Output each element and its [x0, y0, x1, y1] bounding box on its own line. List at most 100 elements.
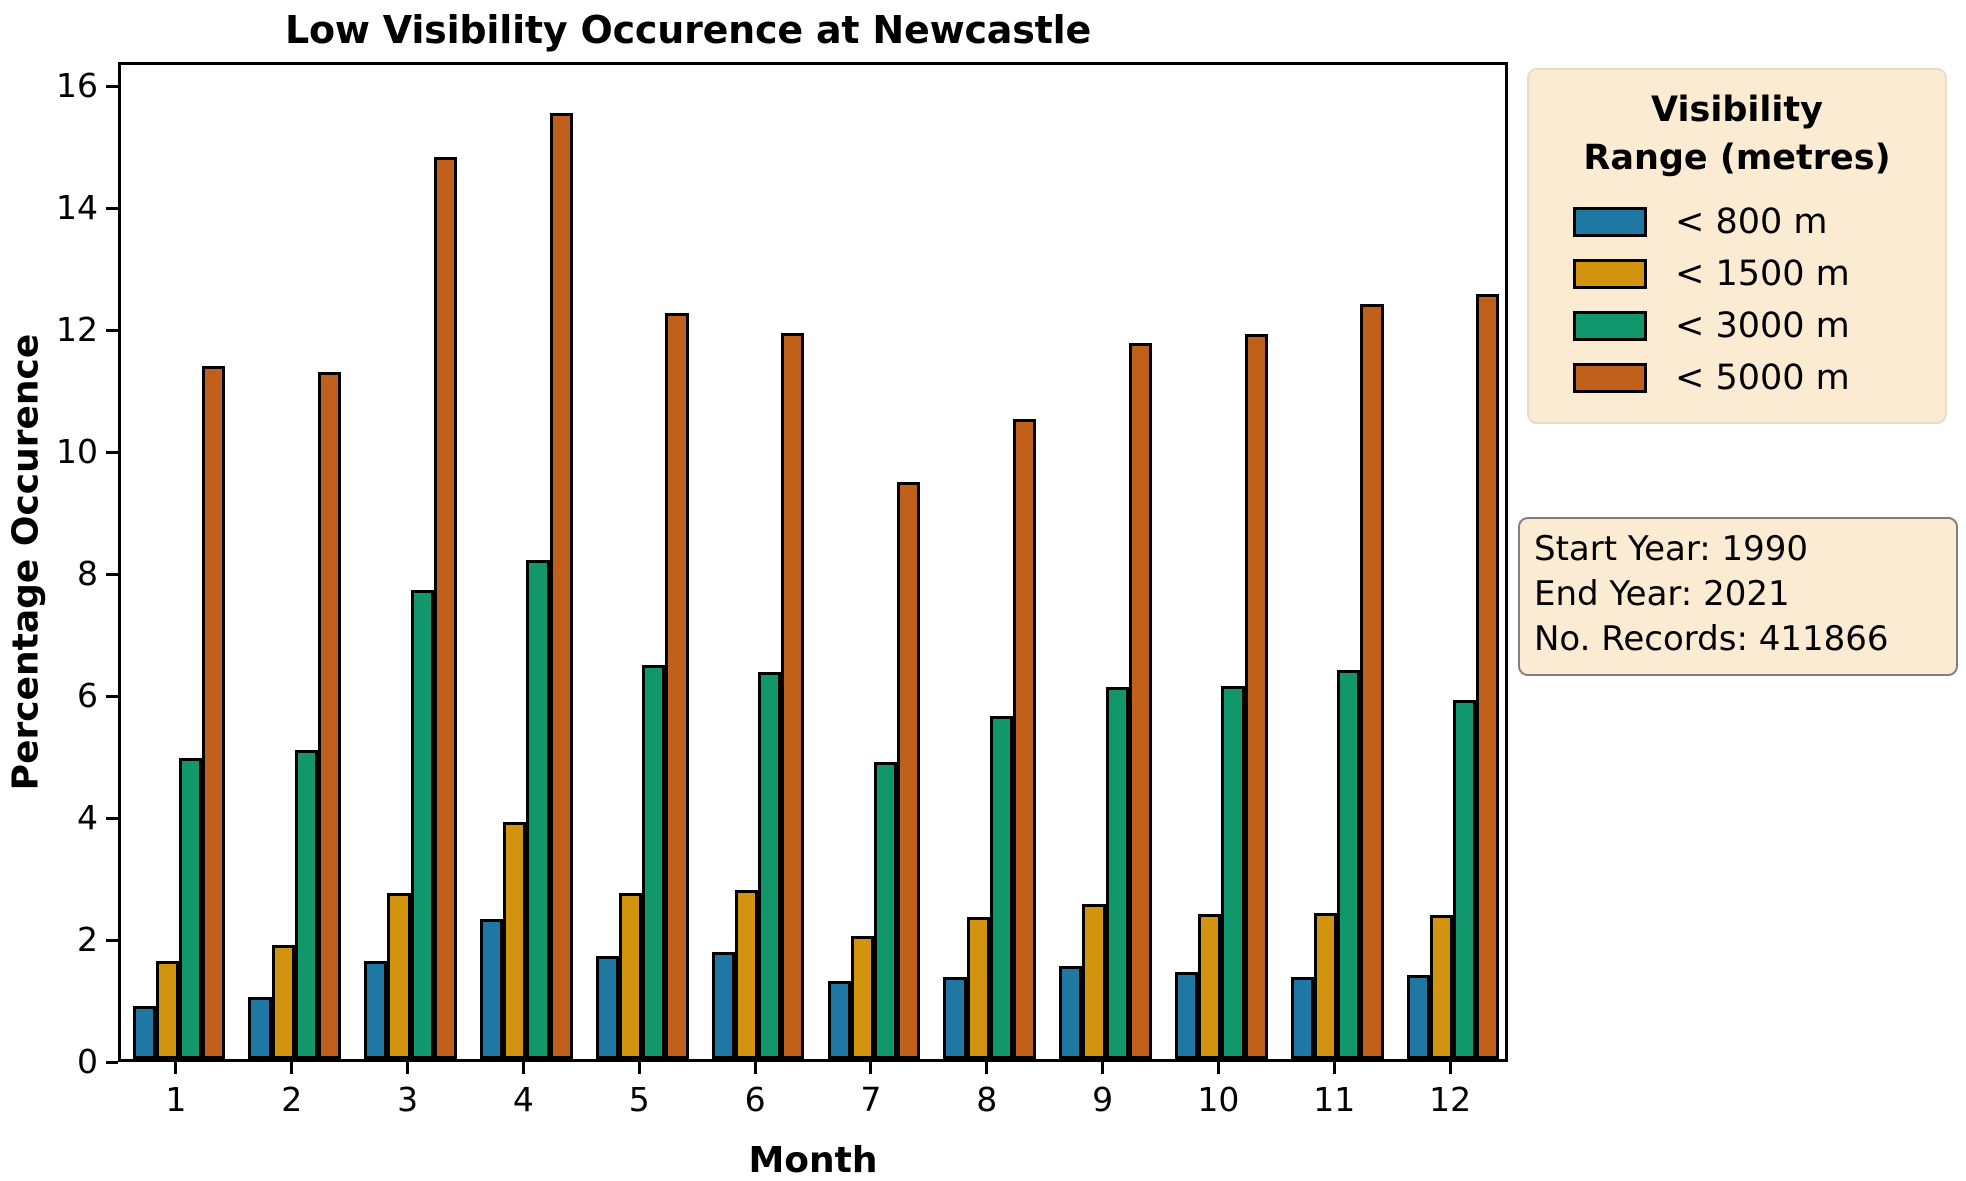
end-year-text: End Year: 2021	[1534, 574, 1790, 614]
bar	[1360, 304, 1384, 1059]
bar	[387, 893, 411, 1059]
bar	[202, 366, 226, 1059]
y-tick-label: 2	[77, 920, 98, 960]
bar	[271, 944, 295, 1059]
bar	[1128, 343, 1152, 1059]
x-tick-mark	[406, 1062, 410, 1074]
bar	[1105, 687, 1129, 1059]
x-tick-mark	[869, 1062, 873, 1074]
bar	[178, 758, 203, 1059]
bar	[1198, 913, 1222, 1059]
x-tick-label: 1	[165, 1080, 187, 1119]
y-tick-label: 10	[56, 432, 98, 472]
bar	[1337, 669, 1361, 1059]
x-tick-mark	[753, 1062, 757, 1074]
x-tick-mark	[637, 1062, 641, 1074]
bar	[781, 332, 805, 1059]
x-tick-label: 10	[1197, 1080, 1240, 1119]
y-tick-label: 6	[77, 676, 98, 716]
legend-item-label: < 3000 m	[1675, 306, 1850, 346]
y-tick-mark	[106, 1060, 118, 1064]
x-tick-label: 4	[512, 1080, 534, 1119]
bar	[850, 935, 874, 1059]
bar	[1175, 971, 1199, 1059]
bar	[989, 715, 1013, 1059]
y-tick-mark	[106, 938, 118, 942]
page-title: Low Visibility Occurence at Newcastle	[284, 8, 1092, 52]
legend-title-line-1: Visibility	[1651, 90, 1823, 130]
legend-box: Visibility Range (metres) < 800 m < 1500 …	[1527, 68, 1947, 424]
bar	[248, 997, 272, 1059]
bar	[1290, 976, 1315, 1059]
legend-title: Visibility Range (metres)	[1543, 86, 1931, 182]
bar	[132, 1005, 156, 1059]
bar	[410, 590, 434, 1059]
x-tick-label: 8	[976, 1080, 998, 1119]
bar	[966, 916, 990, 1059]
bar	[595, 955, 620, 1059]
y-tick-mark	[106, 206, 118, 210]
y-tick-mark	[106, 328, 118, 332]
y-tick-label: 12	[56, 310, 98, 350]
legend-item[interactable]: < 5000 m	[1543, 352, 1931, 404]
y-tick-label: 0	[77, 1042, 98, 1081]
legend-title-line-2: Range (metres)	[1583, 138, 1891, 178]
bar	[1221, 686, 1245, 1059]
legend-item[interactable]: < 3000 m	[1543, 300, 1931, 352]
x-tick-mark	[1448, 1062, 1452, 1074]
bar	[758, 671, 782, 1059]
y-tick-mark	[106, 694, 118, 698]
y-tick-label: 4	[77, 798, 98, 838]
legend-item[interactable]: < 1500 m	[1543, 248, 1931, 300]
legend-swatch-icon	[1573, 207, 1647, 237]
legend-items: < 800 m < 1500 m < 3000 m < 5000 m	[1543, 196, 1931, 404]
x-tick-mark	[174, 1062, 178, 1074]
y-tick-label: 8	[77, 554, 98, 594]
bar	[1476, 294, 1500, 1059]
legend-item-label: < 5000 m	[1675, 358, 1850, 398]
y-tick-mark	[106, 450, 118, 454]
bar	[1059, 965, 1083, 1059]
x-tick-label: 6	[744, 1080, 766, 1119]
bar	[503, 822, 527, 1059]
plot-area	[118, 62, 1508, 1062]
x-tick-mark	[1332, 1062, 1336, 1074]
bar	[155, 961, 179, 1059]
legend-item-label: < 800 m	[1675, 202, 1828, 242]
bar	[711, 951, 735, 1059]
legend-swatch-icon	[1573, 259, 1647, 289]
x-tick-label: 5	[628, 1080, 650, 1119]
bar	[665, 312, 689, 1059]
x-axis-label: Month	[748, 1140, 878, 1181]
y-axis-label: Percentage Occurence	[5, 333, 47, 791]
bar	[619, 893, 643, 1059]
x-tick-mark	[985, 1062, 989, 1074]
x-tick-label: 9	[1092, 1080, 1114, 1119]
bar	[294, 749, 318, 1059]
bar	[734, 889, 759, 1059]
x-tick-label: 11	[1313, 1080, 1356, 1119]
y-tick-mark	[106, 816, 118, 820]
legend-item-label: < 1500 m	[1675, 254, 1850, 294]
bar	[1406, 974, 1430, 1059]
y-tick-mark	[106, 572, 118, 576]
bar	[1082, 903, 1106, 1059]
legend-item[interactable]: < 800 m	[1543, 196, 1931, 248]
bar	[1453, 699, 1477, 1059]
x-tick-label: 3	[397, 1080, 419, 1119]
bar	[897, 482, 921, 1059]
bar	[433, 156, 457, 1059]
x-tick-label: 12	[1429, 1080, 1472, 1119]
x-tick-label: 7	[860, 1080, 882, 1119]
plot-axes: 0 2 4 6 8 10 12 14 16 1 2 3 4 5 6 7 8 9 10 11 12 Percentage…	[6, 62, 1508, 1181]
x-tick-label: 2	[281, 1080, 303, 1119]
legend-swatch-icon	[1573, 311, 1647, 341]
start-year-text: Start Year: 1990	[1534, 529, 1809, 569]
bar	[549, 112, 573, 1059]
y-tick-label: 14	[56, 188, 98, 228]
bar	[317, 371, 342, 1059]
bar	[1429, 914, 1454, 1059]
bar	[1244, 334, 1268, 1059]
x-tick-mark	[1101, 1062, 1105, 1074]
